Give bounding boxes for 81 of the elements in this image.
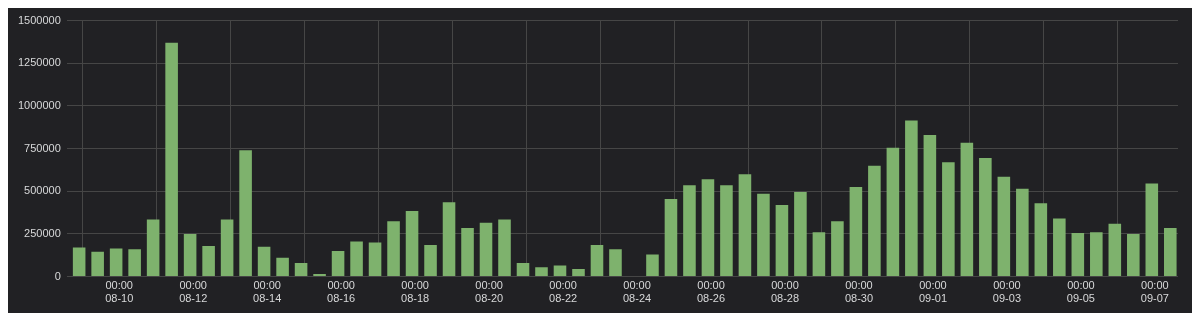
bar — [313, 274, 326, 277]
bar — [1034, 203, 1048, 277]
bar — [960, 142, 974, 277]
bar — [997, 176, 1011, 277]
bar — [1090, 232, 1103, 277]
bar — [165, 42, 178, 277]
bar — [1164, 227, 1177, 277]
bar — [646, 254, 659, 277]
y-tick-label: 250000 — [24, 226, 61, 239]
x-tick-label: 00:00 09-01 — [918, 279, 948, 305]
y-tick-label: 0 — [54, 269, 61, 282]
bar — [202, 245, 215, 277]
x-tick-label: 00:00 08-10 — [105, 279, 134, 305]
bar — [220, 219, 234, 277]
bar — [109, 248, 123, 277]
y-tick-label: 750000 — [24, 141, 61, 154]
bar — [1016, 188, 1029, 277]
y-tick-label: 1500000 — [18, 13, 61, 26]
x-tick-label: 00:00 09-05 — [1066, 279, 1095, 305]
bar — [1108, 223, 1122, 277]
x-tick-label: 00:00 08-18 — [401, 279, 430, 305]
x-tick-label: 00:00 09-07 — [1140, 279, 1169, 305]
bar — [72, 247, 86, 277]
bar — [923, 134, 937, 277]
y-tick-label: 1000000 — [18, 98, 61, 111]
bar — [1127, 233, 1140, 277]
bar — [979, 157, 992, 277]
bar — [276, 257, 289, 277]
x-tick-label: 00:00 08-14 — [253, 279, 282, 305]
bar — [905, 120, 918, 277]
bar — [368, 242, 382, 277]
x-tick-label: 00:00 09-03 — [992, 279, 1021, 305]
bar — [701, 179, 715, 277]
bar — [424, 245, 437, 277]
bar — [183, 233, 197, 277]
bar — [831, 221, 844, 277]
x-tick-label: 00:00 08-26 — [696, 279, 726, 305]
bar — [461, 227, 474, 277]
bar — [516, 262, 530, 277]
bar — [942, 162, 955, 277]
bar — [91, 251, 104, 277]
x-tick-label: 00:00 08-22 — [549, 279, 578, 305]
bar — [442, 202, 456, 277]
bar — [590, 245, 604, 277]
bar — [794, 192, 807, 277]
bar — [128, 249, 141, 277]
x-tick-label: 00:00 08-28 — [770, 279, 800, 305]
bar — [849, 187, 863, 277]
bar — [886, 147, 900, 277]
bar — [498, 219, 511, 277]
bar — [868, 165, 881, 277]
x-tick-label: 00:00 08-16 — [327, 279, 356, 305]
bar — [350, 241, 363, 277]
bar — [572, 268, 585, 277]
bar — [387, 221, 400, 277]
bar — [664, 198, 678, 277]
bar — [1145, 183, 1159, 277]
y-tick-label: 1250000 — [18, 56, 61, 69]
y-tick-label: 500000 — [24, 184, 61, 197]
bar — [331, 251, 345, 277]
bar — [1053, 218, 1066, 277]
bar — [683, 185, 696, 277]
bar — [553, 265, 567, 277]
bar — [738, 174, 752, 277]
x-tick-label: 00:00 08-12 — [179, 279, 208, 305]
bar — [720, 185, 733, 277]
bar — [294, 262, 308, 277]
bar — [775, 204, 789, 277]
bar — [239, 150, 252, 277]
bar — [535, 267, 548, 277]
bar — [146, 219, 160, 277]
bar — [405, 210, 419, 277]
bar — [479, 222, 493, 277]
x-tick-label: 00:00 08-30 — [844, 279, 874, 305]
bar — [1071, 233, 1085, 277]
bar — [609, 249, 622, 277]
x-tick-label: 00:00 08-20 — [475, 279, 504, 305]
bar — [812, 232, 826, 277]
bar — [757, 193, 770, 277]
bar — [257, 246, 271, 277]
x-tick-label: 00:00 08-24 — [622, 279, 652, 305]
